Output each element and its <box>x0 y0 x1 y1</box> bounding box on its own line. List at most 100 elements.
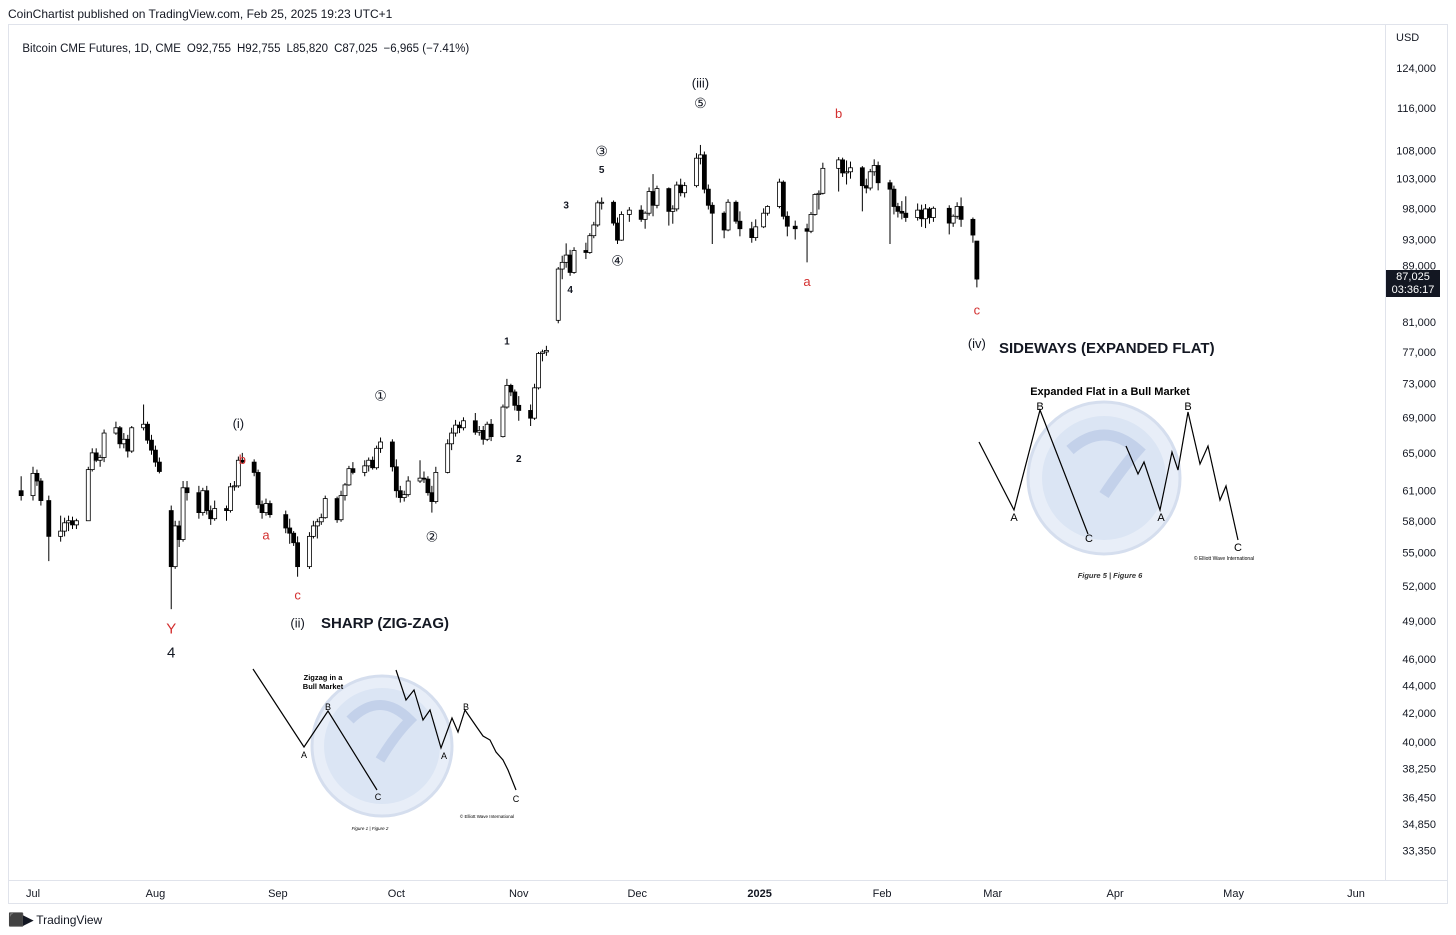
candle[interactable] <box>97 454 103 467</box>
candle[interactable] <box>784 211 790 237</box>
candle[interactable] <box>753 219 759 241</box>
candle[interactable] <box>583 242 589 260</box>
candle[interactable] <box>950 214 956 227</box>
candle[interactable] <box>733 200 739 224</box>
candle[interactable] <box>970 217 976 243</box>
candle[interactable] <box>599 197 605 210</box>
candle[interactable] <box>709 202 715 245</box>
candle[interactable] <box>251 459 257 477</box>
candle[interactable] <box>235 456 241 488</box>
candle[interactable] <box>393 459 399 498</box>
candle[interactable] <box>46 495 52 562</box>
candle[interactable] <box>863 178 869 194</box>
candle[interactable] <box>528 404 534 427</box>
candle[interactable] <box>867 168 873 191</box>
candle[interactable] <box>121 433 127 449</box>
candle[interactable] <box>725 199 731 232</box>
candle[interactable] <box>200 487 206 516</box>
candle[interactable] <box>532 383 537 420</box>
candle[interactable] <box>540 349 545 362</box>
candle[interactable] <box>445 439 451 474</box>
candle[interactable] <box>670 205 676 224</box>
candle[interactable] <box>421 471 427 483</box>
candle[interactable] <box>808 211 814 234</box>
candle[interactable] <box>346 465 352 486</box>
candle[interactable] <box>476 426 482 436</box>
symbol-name[interactable]: Bitcoin CME Futures, 1D, CME <box>22 43 181 55</box>
candle[interactable] <box>626 207 632 222</box>
candle[interactable] <box>232 481 237 491</box>
candle[interactable] <box>204 485 210 515</box>
candle[interactable] <box>638 205 644 222</box>
candle[interactable] <box>682 182 688 198</box>
candle[interactable] <box>484 421 490 442</box>
candle[interactable] <box>642 211 648 229</box>
candle[interactable] <box>18 476 24 501</box>
candle[interactable] <box>429 485 435 513</box>
candle[interactable] <box>224 505 229 521</box>
candle[interactable] <box>875 161 881 191</box>
candle[interactable] <box>705 184 711 210</box>
candle[interactable] <box>239 452 245 464</box>
candle[interactable] <box>587 233 593 254</box>
candle[interactable] <box>401 490 407 502</box>
candle[interactable] <box>859 166 865 212</box>
candle[interactable] <box>366 457 372 472</box>
candle[interactable] <box>472 413 478 435</box>
candle[interactable] <box>559 255 565 280</box>
candle[interactable] <box>417 460 423 483</box>
candle[interactable] <box>536 351 541 390</box>
candle[interactable] <box>654 185 660 209</box>
candle[interactable] <box>212 500 218 521</box>
candle[interactable] <box>721 211 727 239</box>
candle[interactable] <box>70 516 75 530</box>
symbol-legend[interactable]: Bitcoin CME Futures, 1D, CME O92,755 H92,7… <box>16 31 475 55</box>
candle[interactable] <box>591 221 597 239</box>
candle[interactable] <box>425 476 431 496</box>
candle[interactable] <box>512 389 518 411</box>
candle[interactable] <box>516 396 522 421</box>
candle[interactable] <box>168 505 174 610</box>
candle[interactable] <box>871 159 877 176</box>
candle[interactable] <box>480 426 486 445</box>
candle[interactable] <box>820 162 826 195</box>
candle[interactable] <box>737 211 743 237</box>
candle[interactable] <box>153 445 158 467</box>
candle[interactable] <box>488 419 494 442</box>
candle[interactable] <box>405 476 411 497</box>
candle[interactable] <box>307 532 312 569</box>
candle[interactable] <box>30 466 36 501</box>
candle[interactable] <box>287 518 293 544</box>
candle[interactable] <box>149 434 154 455</box>
candle[interactable] <box>374 445 379 470</box>
candle[interactable] <box>58 515 64 542</box>
candle[interactable] <box>792 220 798 240</box>
candle[interactable] <box>646 187 652 216</box>
candle[interactable] <box>180 481 186 542</box>
candle[interactable] <box>101 429 107 463</box>
candle[interactable] <box>125 434 131 458</box>
candle[interactable] <box>974 240 980 288</box>
candle[interactable] <box>370 456 376 470</box>
candle[interactable] <box>338 490 344 522</box>
candle[interactable] <box>804 223 810 263</box>
candle[interactable] <box>461 417 466 431</box>
candle[interactable] <box>887 179 893 245</box>
candle[interactable] <box>291 531 297 546</box>
candle[interactable] <box>694 153 699 188</box>
candle[interactable] <box>283 510 289 534</box>
currency-label[interactable]: USD <box>1396 32 1420 44</box>
candle[interactable] <box>749 221 755 243</box>
candle[interactable] <box>674 181 680 212</box>
candle[interactable] <box>571 247 577 274</box>
candle[interactable] <box>500 404 506 438</box>
candle[interactable] <box>895 202 901 218</box>
candle[interactable] <box>931 206 936 222</box>
candle[interactable] <box>816 190 822 210</box>
candle[interactable] <box>780 180 786 220</box>
candle[interactable] <box>891 185 897 215</box>
candle[interactable] <box>208 505 214 525</box>
candle[interactable] <box>619 211 624 241</box>
candle[interactable] <box>919 204 924 227</box>
